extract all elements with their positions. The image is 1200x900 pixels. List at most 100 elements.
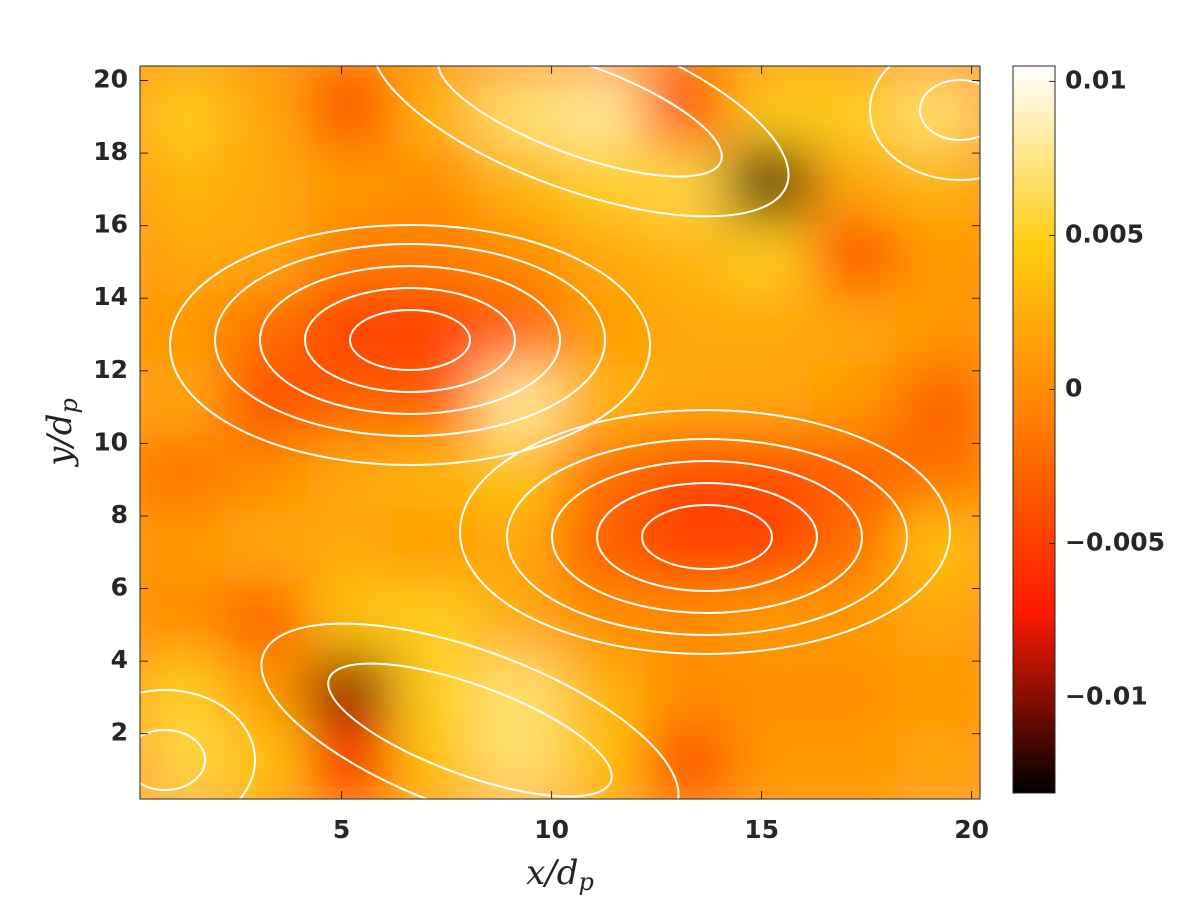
heatmap-cell: [392, 73, 477, 147]
heatmap-cell: [140, 218, 225, 292]
heatmap-cell: [392, 218, 477, 292]
contour: [327, 662, 613, 798]
heatmap-cell: [224, 726, 309, 799]
heatmap-cell: [560, 73, 645, 147]
heatmap-cell: [644, 508, 729, 582]
heatmap-cell: [476, 581, 561, 655]
heatmap-cell: [644, 73, 729, 147]
contour: [349, 309, 471, 371]
heatmap-cell: [308, 145, 393, 219]
heatmap-cell: [224, 73, 309, 147]
contour: [259, 265, 561, 415]
contour: [260, 622, 680, 799]
heatmap-cell: [812, 363, 897, 437]
heatmap-cell: [896, 436, 980, 510]
y-tick-label: 18: [93, 137, 128, 166]
heatmap-cell: [728, 290, 813, 365]
contour: [869, 66, 980, 181]
y-tick-label: 14: [93, 282, 128, 311]
contour: [641, 504, 773, 570]
y-axis-label-text: y/d: [40, 413, 80, 467]
contour: [919, 79, 980, 141]
colorbar: [1012, 65, 1056, 794]
heatmap-cell: [308, 290, 393, 365]
heatmap-cell: [476, 73, 561, 147]
heatmap-cell: [728, 145, 813, 219]
heatmap-cell: [812, 726, 897, 799]
heatmap-cell: [728, 653, 813, 727]
heatmap-cell: [308, 508, 393, 582]
heatmap-cell: [308, 73, 393, 147]
heatmap-cell: [140, 581, 225, 655]
heatmap-cell: [644, 436, 729, 510]
heatmap-cell: [140, 145, 225, 219]
heatmap-cell: [812, 581, 897, 655]
heatmap-cell: [812, 290, 897, 365]
heatmap-cell: [896, 145, 980, 219]
y-tick-label: 2: [111, 718, 128, 747]
contour: [169, 224, 651, 466]
heatmap-cell: [140, 363, 225, 437]
heatmap-cell: [224, 290, 309, 365]
heatmap-cell: [308, 581, 393, 655]
x-axis-label-text: x/d: [526, 853, 578, 893]
x-axis-label: x/dp: [526, 853, 594, 896]
heatmap-cell: [224, 218, 309, 292]
heatmap-cell: [896, 726, 980, 799]
y-tick-label: 12: [93, 355, 128, 384]
heatmap-cell: [392, 581, 477, 655]
y-axis-label: y/dp: [40, 398, 83, 468]
colorbar-tick-label: 0: [1065, 373, 1082, 402]
heatmap-cell: [224, 436, 309, 510]
heatmap-cell: [308, 436, 393, 510]
contour: [140, 729, 206, 791]
y-tick-label: 16: [93, 210, 128, 239]
heatmap-cell: [644, 581, 729, 655]
heatmap-cell: [896, 653, 980, 727]
heatmap-cell: [392, 653, 477, 727]
heatmap-cell: [224, 653, 309, 727]
heatmap-cell: [224, 363, 309, 437]
heatmap-cell: [644, 726, 729, 799]
contour: [437, 66, 723, 178]
colorbar-tick-label: 0.01: [1065, 65, 1127, 94]
heatmap-cell: [140, 290, 225, 365]
contour: [551, 460, 863, 614]
colorbar-tick-label: −0.01: [1065, 682, 1148, 711]
heatmap-cell: [812, 508, 897, 582]
heatmap-cell: [476, 218, 561, 292]
heatmap-cell: [392, 436, 477, 510]
heatmap-cell: [476, 436, 561, 510]
heatmap-cell: [476, 363, 561, 437]
heatmap-cell: [644, 363, 729, 437]
contours: [140, 66, 980, 799]
heatmap-cell: [224, 145, 309, 219]
heatmap-cell: [728, 581, 813, 655]
heatmap-cell: [560, 653, 645, 727]
heatmap-cell: [812, 145, 897, 219]
contour: [370, 66, 790, 218]
heatmap-cell: [140, 508, 225, 582]
heatmap-cell: [812, 73, 897, 147]
contour: [596, 482, 818, 592]
heatmap-cell: [728, 218, 813, 292]
heatmap-cell: [476, 726, 561, 799]
x-axis-label-sub: p: [579, 868, 594, 896]
plot-frame: [139, 65, 981, 800]
heatmap-cell: [392, 363, 477, 437]
heatmap-cell: [812, 218, 897, 292]
heatmap-cell: [896, 363, 980, 437]
contour: [459, 409, 951, 655]
y-tick-label: 20: [93, 65, 128, 94]
heatmap-cell: [140, 436, 225, 510]
heatmap-cell: [560, 218, 645, 292]
colorbar-tick-label: 0.005: [1065, 219, 1144, 248]
heatmap-cell: [140, 73, 225, 147]
heatmap-cell: [392, 145, 477, 219]
heatmap-cell: [476, 290, 561, 365]
heatmap-cell: [644, 290, 729, 365]
contour: [304, 287, 516, 393]
x-tick-label: 5: [333, 815, 350, 844]
y-tick-label: 4: [111, 645, 128, 674]
